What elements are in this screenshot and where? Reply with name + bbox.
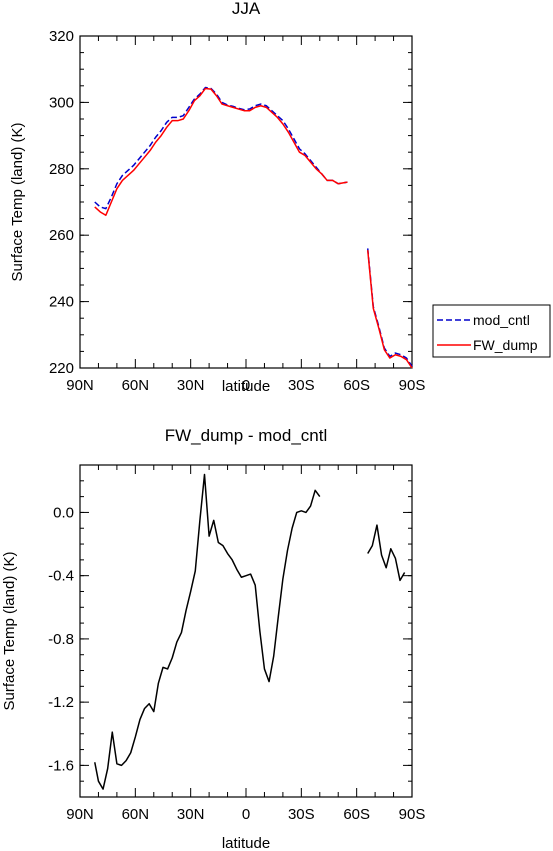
x-tick-label: 30S: [288, 806, 315, 823]
chart-2-y-axis-label: Surface Temp (land) (K): [1, 552, 18, 711]
y-tick-label: -0.4: [48, 568, 74, 585]
y-tick-label: 240: [49, 294, 74, 311]
y-tick-label: 0.0: [53, 504, 74, 521]
x-tick-label: 30N: [177, 377, 205, 394]
y-tick-label: 260: [49, 227, 74, 244]
chart-1: JJA 90N 60N 30N 0 30S 60S 90S 220 240 260 280 300 32…: [9, 0, 551, 395]
chart-1-title: JJA: [232, 0, 261, 18]
y-tick-label: 280: [49, 161, 74, 178]
x-tick-label: 90S: [399, 806, 426, 823]
series-line-fw-dump: [94, 87, 348, 217]
x-tick-label: 30S: [288, 377, 315, 394]
chart-2-title: FW_dump - mod_cntl: [165, 426, 328, 445]
chart-2: FW_dump - mod_cntl 90N 60N 30N 0 30S 60S 90S -1…: [1, 426, 425, 851]
x-tick-label: 90S: [399, 377, 426, 394]
series-line-mod-cntl: [366, 248, 413, 367]
legend-label-fw-dump: FW_dump: [473, 337, 538, 353]
x-tick-label: 90N: [66, 806, 94, 823]
chart-1-y-axis-label: Surface Temp (land) (K): [9, 123, 26, 282]
series-line-fw-dump: [366, 250, 413, 369]
y-tick-label: -0.8: [48, 631, 74, 648]
series-line-series: [367, 524, 406, 582]
y-tick-label: -1.6: [48, 757, 74, 774]
legend-label-mod-cntl: mod_cntl: [473, 312, 530, 328]
chart-1-plot-frame: [79, 35, 413, 369]
y-tick-label: 320: [49, 28, 74, 45]
chart-2-lines: [94, 473, 406, 790]
y-tick-label: 220: [49, 360, 74, 377]
chart-1-legend: mod_cntl FW_dump: [432, 304, 551, 358]
chart-1-x-axis-label: latitude: [222, 378, 270, 395]
x-tick-label: 0: [242, 377, 250, 394]
series-line-series: [94, 473, 321, 790]
chart-2-x-axis-label: latitude: [222, 835, 270, 851]
x-tick-label: 60N: [122, 806, 150, 823]
legend-box: [432, 304, 551, 358]
x-tick-label: 60S: [343, 377, 370, 394]
chart-2-ticks: 90N 60N 30N 0 30S 60S 90S -1.6 -1.2 -0.8 -0.4 0.0: [48, 464, 426, 823]
series-line-mod-cntl: [94, 86, 348, 210]
x-tick-label: 30N: [177, 806, 205, 823]
chart-2-plot-frame: [79, 464, 413, 798]
chart-1-lines: [94, 86, 413, 369]
x-tick-label: 60N: [122, 377, 150, 394]
x-tick-label: 60S: [343, 806, 370, 823]
x-tick-label: 90N: [66, 377, 94, 394]
y-tick-label: 300: [49, 94, 74, 111]
x-tick-label: 0: [242, 806, 250, 823]
y-tick-label: -1.2: [48, 694, 74, 711]
chart-1-ticks: 90N 60N 30N 0 30S 60S 90S 220 240 260 280 300 320: [49, 28, 425, 394]
